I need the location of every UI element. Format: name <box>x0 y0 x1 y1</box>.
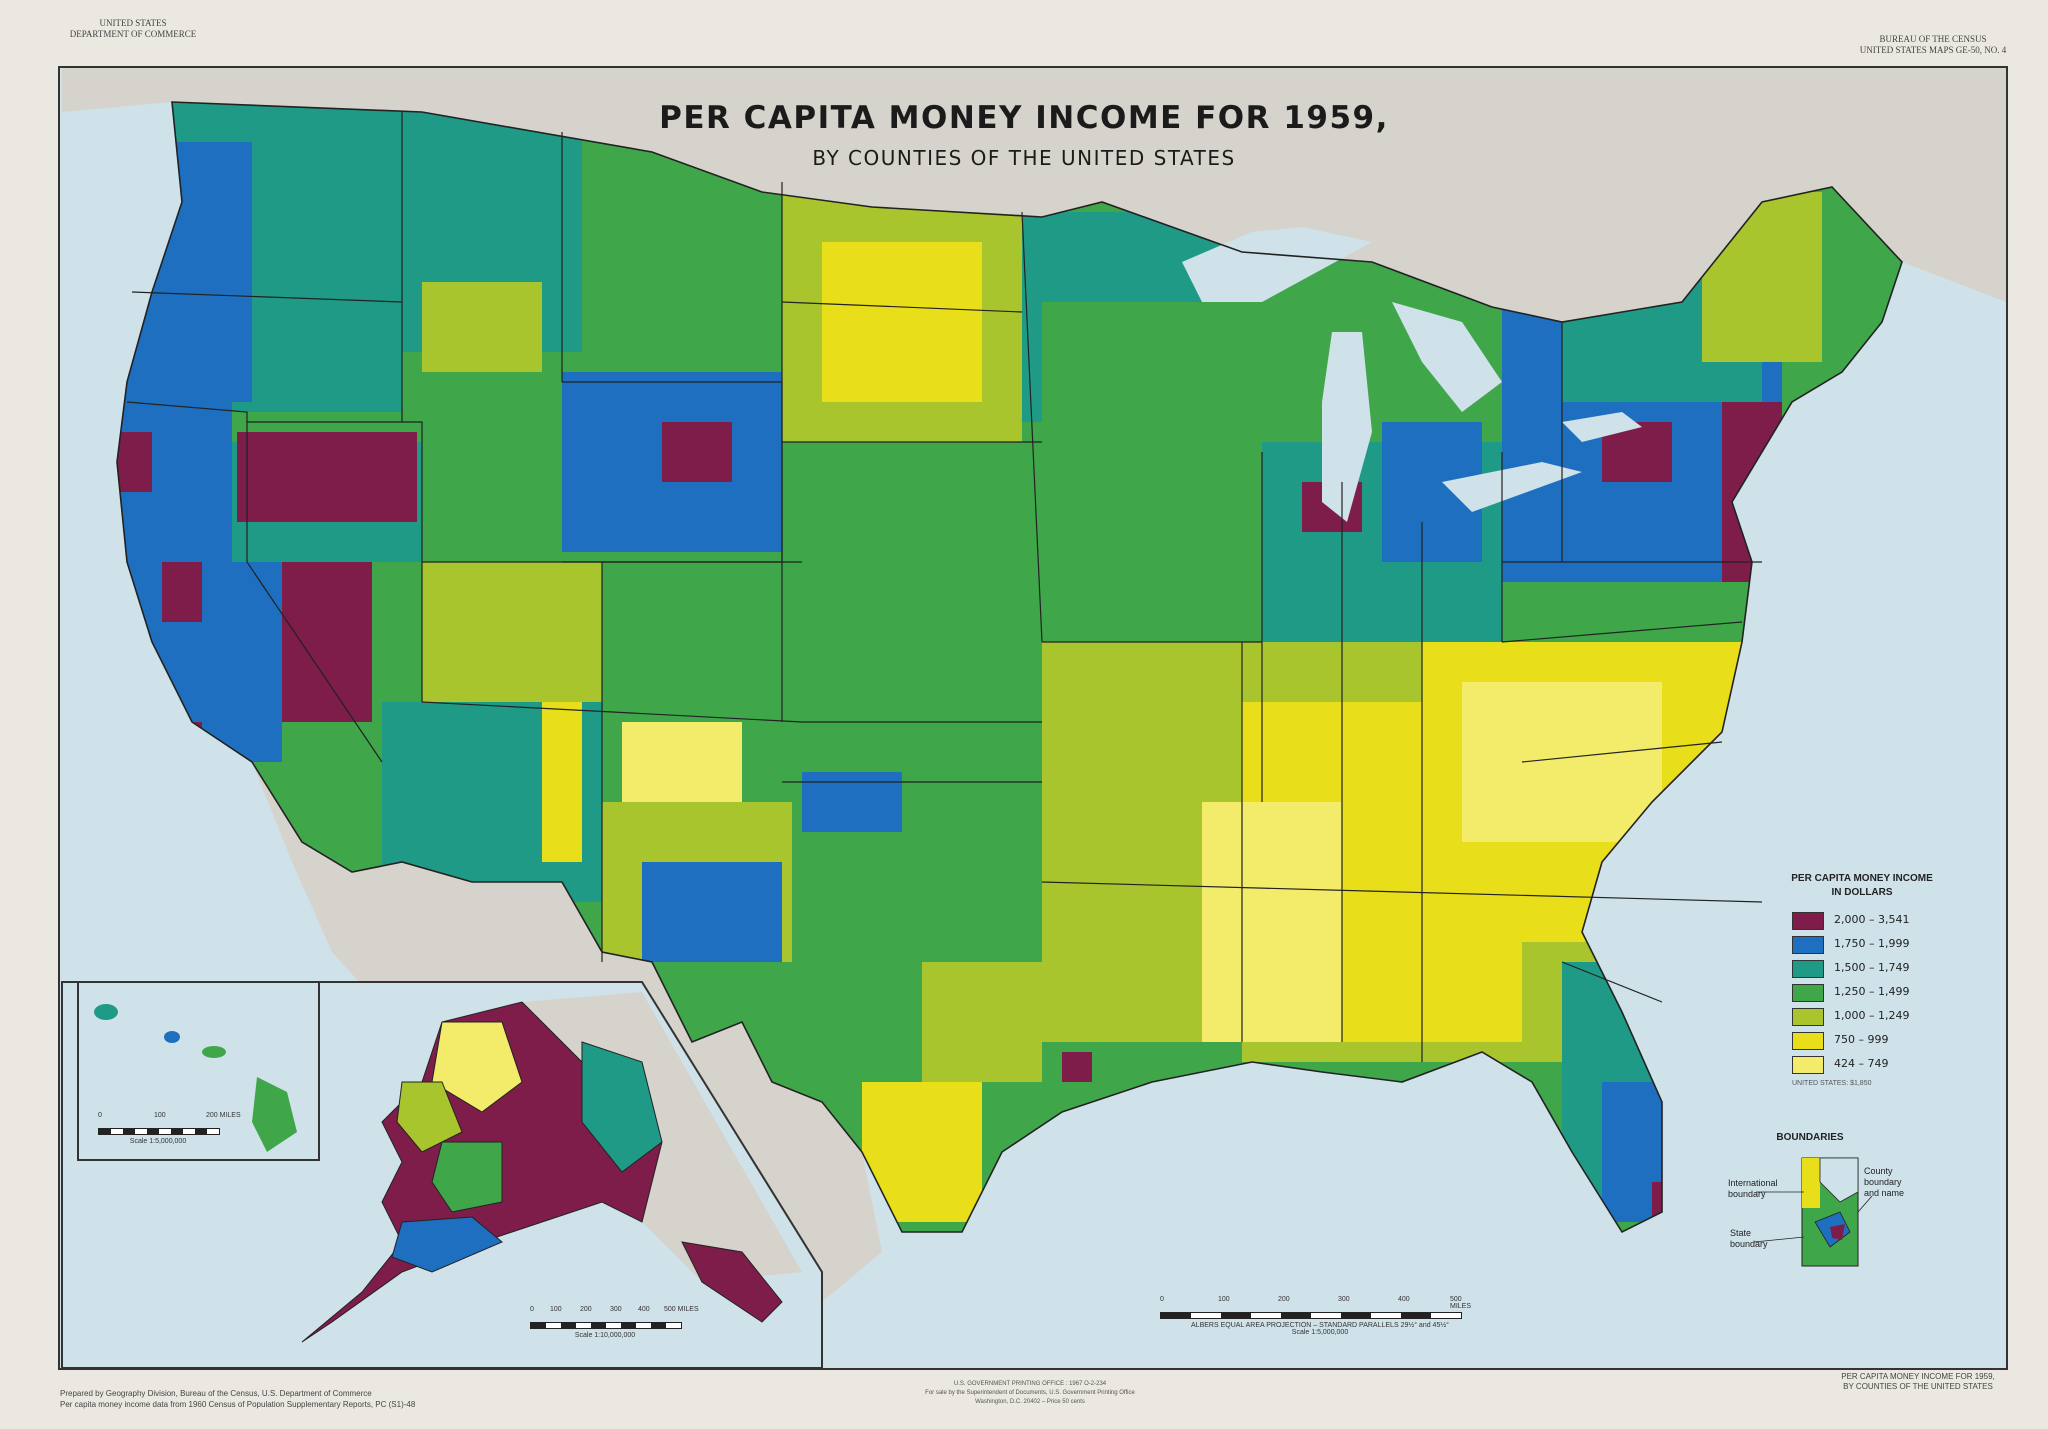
legend-swatch <box>1792 1008 1824 1026</box>
scale-tick: 0 <box>1160 1296 1164 1303</box>
legend-item: 1,500 – 1,749 <box>1762 956 1962 980</box>
lake-michigan <box>1322 332 1372 522</box>
legend-swatch <box>1792 936 1824 954</box>
legend-swatch <box>1792 960 1824 978</box>
alaska-interior <box>431 1141 503 1213</box>
footer-credits: Prepared by Geography Division, Bureau o… <box>60 1388 415 1410</box>
scale-bar-graphic <box>1160 1312 1462 1319</box>
canada-land <box>62 68 2006 322</box>
footer-printing-line-2: For sale by the Superintendent of Docume… <box>925 1390 1135 1396</box>
map-frame <box>58 66 2008 1370</box>
scale-tick: 400 <box>1398 1296 1410 1303</box>
legend-item: 1,000 – 1,249 <box>1762 1004 1962 1028</box>
hawaii-scale-text: Scale 1:5,000,000 <box>129 1138 187 1145</box>
boundary-international-label: International boundary <box>1728 1178 1778 1199</box>
boundaries-key: BOUNDARIES International boundary State … <box>1720 1132 1904 1282</box>
legend-label: 1,250 – 1,499 <box>1834 985 1910 998</box>
alaska-northeast <box>581 1041 663 1173</box>
legend-item: 2,000 – 3,541 <box>1762 908 1962 932</box>
projection-text: ALBERS EQUAL AREA PROJECTION – STANDARD … <box>1191 1322 1449 1329</box>
legend-item: 1,750 – 1,999 <box>1762 932 1962 956</box>
boundaries-title: BOUNDARIES <box>1776 1132 1844 1143</box>
scale-tick: 500 MILES <box>664 1306 699 1313</box>
legend-label: 1,750 – 1,999 <box>1834 937 1910 950</box>
legend-label: 1,500 – 1,749 <box>1834 961 1910 974</box>
series-line-2: UNITED STATES MAPS GE-50, NO. 4 <box>1859 45 2007 55</box>
hawaii-big-island <box>252 1077 297 1152</box>
alaska-scale-text: Scale 1:10,000,000 <box>574 1332 636 1339</box>
footer-title-line-2: BY COUNTIES OF THE UNITED STATES <box>1843 1382 1993 1391</box>
scale-tick: 400 <box>638 1306 650 1313</box>
hawaii-maui <box>202 1046 226 1058</box>
legend-note: UNITED STATES: $1,850 <box>1792 1080 1872 1087</box>
alaska-scale-graphic <box>530 1322 682 1329</box>
lake-huron <box>1392 302 1502 412</box>
legend-label: 424 – 749 <box>1834 1057 1889 1070</box>
hawaii-scale-graphic <box>98 1128 220 1135</box>
legend-label: 750 – 999 <box>1834 1033 1889 1046</box>
legend-label: 2,000 – 3,541 <box>1834 913 1910 926</box>
lake-ontario <box>1562 412 1642 442</box>
scale-tick: 100 <box>550 1306 562 1313</box>
scale-tick: 500 MILES <box>1450 1296 1472 1310</box>
footer-title-line-1: PER CAPITA MONEY INCOME FOR 1959, <box>1841 1372 1995 1381</box>
scale-tick: 100 <box>154 1112 166 1119</box>
lake-erie <box>1442 462 1582 512</box>
legend-swatch <box>1792 912 1824 930</box>
alaska-southeast <box>681 1241 783 1323</box>
state-boundaries <box>116 101 1903 1234</box>
legend-title-1: PER CAPITA MONEY INCOME <box>1791 873 1933 884</box>
footer-credit-line-1: Prepared by Geography Division, Bureau o… <box>60 1389 372 1398</box>
lake-superior <box>1182 227 1372 302</box>
scale-tick: 0 <box>530 1306 534 1313</box>
alaska-southcentral <box>391 1216 503 1273</box>
alaska-northwest <box>431 1021 523 1113</box>
scale-tick: 0 <box>98 1112 102 1119</box>
map-title: PER CAPITA MONEY INCOME FOR 1959, <box>659 100 1389 136</box>
footer-printing-line-3: Washington, D.C. 20402 – Price 50 cents <box>975 1399 1085 1405</box>
choropleth-map <box>61 68 2006 1368</box>
legend-swatch <box>1792 1032 1824 1050</box>
series-header: BUREAU OF THE CENSUS UNITED STATES MAPS … <box>1858 34 2008 56</box>
legend-item: 1,250 – 1,499 <box>1762 980 1962 1004</box>
scale-tick: 100 <box>1218 1296 1230 1303</box>
legend-swatch <box>1792 1056 1824 1074</box>
scale-tick: 200 <box>1278 1296 1290 1303</box>
hawaii-kauai <box>94 1004 118 1020</box>
footer-credit-line-2: Per capita money income data from 1960 C… <box>60 1400 416 1409</box>
scale-tick: 200 <box>580 1306 592 1313</box>
agency-line-2: DEPARTMENT OF COMMERCE <box>69 29 197 39</box>
footer-printing-line-1: U.S. GOVERNMENT PRINTING OFFICE : 1967 O… <box>953 1381 1107 1387</box>
scale-text: Scale 1:5,000,000 <box>1291 1329 1349 1336</box>
legend-item: 424 – 749 <box>1762 1052 1962 1076</box>
scale-tick: 300 <box>610 1306 622 1313</box>
boundaries-diagram <box>1753 1157 1873 1267</box>
footer-title: PER CAPITA MONEY INCOME FOR 1959, BY COU… <box>1828 1372 2008 1392</box>
series-line-1: BUREAU OF THE CENSUS <box>1879 34 1987 44</box>
hawaii-oahu <box>164 1031 180 1043</box>
agency-header: UNITED STATES DEPARTMENT OF COMMERCE <box>58 18 208 40</box>
agency-line-1: UNITED STATES <box>99 18 167 28</box>
legend: PER CAPITA MONEY INCOME IN DOLLARS 2,000… <box>1762 872 1962 1087</box>
footer-printing: U.S. GOVERNMENT PRINTING OFFICE : 1967 O… <box>900 1380 1160 1407</box>
legend-title-2: IN DOLLARS <box>1831 887 1893 898</box>
legend-label: 1,000 – 1,249 <box>1834 1009 1910 1022</box>
boundary-state-label: State boundary <box>1730 1228 1768 1249</box>
boundary-county-label: County boundary and name <box>1864 1166 1905 1198</box>
legend-swatch <box>1792 984 1824 1002</box>
scale-tick: 300 <box>1338 1296 1350 1303</box>
legend-item: 750 – 999 <box>1762 1028 1962 1052</box>
map-subtitle: BY COUNTIES OF THE UNITED STATES <box>812 146 1236 170</box>
projection-caption: ALBERS EQUAL AREA PROJECTION – STANDARD … <box>1160 1322 1480 1336</box>
scale-tick: 200 MILES <box>206 1112 241 1119</box>
